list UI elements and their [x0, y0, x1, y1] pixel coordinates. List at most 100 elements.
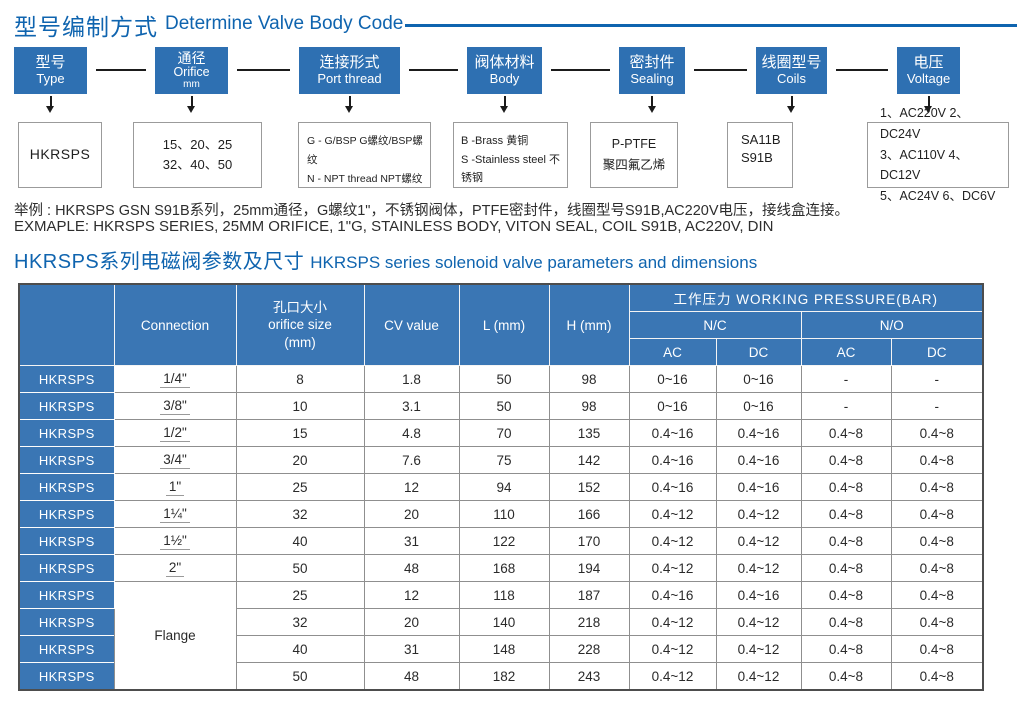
- orifice-cell: 8: [235, 365, 365, 393]
- header-row-3: AC DC AC DC: [19, 338, 984, 366]
- l-cell: 118: [458, 581, 550, 609]
- orifice-cell: 32: [235, 608, 365, 636]
- nc-ac-cell: 0.4~16: [628, 419, 717, 447]
- example-line-zh: 举例 : HKRSPS GSN S91B系列，25mm通径，G螺纹1"，不锈钢阀…: [14, 203, 849, 219]
- l-cell: 75: [458, 446, 550, 474]
- no-ac-cell: 0.4~8: [800, 446, 892, 474]
- model-cell: HKRSPS: [18, 527, 115, 555]
- no-ac-cell: 0.4~8: [800, 635, 892, 663]
- h-cell: 243: [548, 662, 630, 691]
- connector-line: [237, 69, 290, 71]
- nc-ac-cell: 0.4~12: [628, 635, 717, 663]
- section1-title-en: Determine Valve Body Code: [165, 13, 404, 34]
- model-cell: HKRSPS: [18, 581, 115, 609]
- model-cell: HKRSPS: [18, 473, 115, 501]
- connection-value: 1½": [160, 533, 190, 550]
- no-dc-cell: 0.4~8: [890, 581, 984, 609]
- no-ac-header: AC: [800, 338, 892, 366]
- nc-dc-cell: 0.4~12: [715, 608, 802, 636]
- h-cell: 228: [548, 635, 630, 663]
- l-cell: 148: [458, 635, 550, 663]
- section1-title-zh: 型号编制方式: [14, 14, 158, 40]
- down-arrow-icon: [647, 96, 656, 113]
- segment-voltage-label-line: 电压: [913, 53, 944, 71]
- h-cell: 135: [548, 419, 630, 447]
- l-cell: 182: [458, 662, 550, 691]
- segment-body-label-box: 阀体材料 Body: [467, 47, 542, 94]
- h-cell: 98: [548, 392, 630, 420]
- header-row-1: Connection 孔口大小 orifice size (mm) CV val…: [18, 283, 984, 366]
- orifice-cell: 15: [235, 419, 365, 447]
- down-arrow-icon: [500, 96, 508, 113]
- h-cell: 218: [548, 608, 630, 636]
- cv-cell: 31: [363, 635, 460, 663]
- connection-header: Connection: [113, 283, 237, 366]
- segment-port-thread-label-box: 连接形式 Port thread: [299, 47, 400, 94]
- segment-body-code-line: S -Stainless steel 不锈钢: [461, 153, 561, 185]
- nc-ac-cell: 0.4~16: [628, 446, 717, 474]
- l-cell: 50: [458, 365, 550, 393]
- segment-port-thread-code-line: G - G/BSP G螺纹/BSP螺纹: [307, 135, 423, 166]
- nc-header: N/C: [628, 311, 802, 339]
- h-header: H (mm): [548, 283, 630, 366]
- nc-ac-header: AC: [628, 338, 717, 366]
- nc-dc-cell: 0~16: [715, 392, 802, 420]
- nc-ac-cell: 0.4~12: [628, 527, 717, 555]
- table-row: HKRSPS 3/8" 10 3.1 50 98 0~16 0~16- -: [18, 392, 984, 420]
- valve-code-diagram: 型号 Type HKRSPS 通径 Orifice mm 15、20、25 32、40、50 连…: [0, 0, 1020, 203]
- nc-ac-cell: 0.4~12: [628, 662, 717, 691]
- model-cell: HKRSPS: [18, 662, 115, 691]
- table-row: HKRSPS 32 20 140 218 0.4~12 0.4~12 0.4~8 0.4~8: [18, 608, 984, 636]
- no-dc-cell: 0.4~8: [890, 554, 984, 582]
- orifice-cell: 20: [235, 446, 365, 474]
- model-cell: HKRSPS: [18, 392, 115, 420]
- l-cell: 94: [458, 473, 550, 501]
- segment-orifice-code-line: 32、40、50: [162, 157, 233, 172]
- connector-line: [694, 69, 747, 71]
- segment-voltage-code-box: 1、AC220V 2、DC24V 3、AC110V 4、DC12V 5、AC24V …: [867, 106, 1009, 203]
- nc-dc-header: DC: [715, 338, 802, 366]
- no-ac-cell: 0.4~8: [800, 527, 892, 555]
- cv-header: CV value: [363, 283, 460, 366]
- orifice-cell: 10: [235, 392, 365, 420]
- h-cell: 194: [548, 554, 630, 582]
- example-line-en: EXMAPLE: HKRSPS SERIES, 25MM ORIFICE, 1"…: [14, 218, 774, 235]
- nc-dc-cell: 0~16: [715, 365, 802, 393]
- segment-type-code-box: HKRSPS: [18, 122, 102, 188]
- h-cell: 166: [548, 500, 630, 528]
- no-ac-cell: 0.4~8: [800, 500, 892, 528]
- segment-sealing-label-line: Sealing: [630, 71, 674, 87]
- nc-ac-cell: 0.4~12: [628, 608, 717, 636]
- nc-ac-cell: 0.4~12: [628, 554, 717, 582]
- connection-value: 1": [165, 479, 185, 496]
- title-rule: [405, 24, 1017, 27]
- l-cell: 70: [458, 419, 550, 447]
- cv-cell: 1.8: [363, 365, 460, 393]
- l-cell: 110: [458, 500, 550, 528]
- cv-cell: 3.1: [363, 392, 460, 420]
- orifice-header-unit: (mm): [284, 334, 316, 350]
- segment-port-thread-code-box: G - G/BSP G螺纹/BSP螺纹 N - NPT thread NPT螺纹: [298, 122, 431, 188]
- segment-orifice-label-line: Orifice: [173, 65, 210, 80]
- connection-value: 1/4": [160, 371, 190, 388]
- connection-cell: 3/4": [113, 446, 237, 474]
- segment-type-label-box: 型号 Type: [14, 47, 87, 94]
- h-cell: 142: [548, 446, 630, 474]
- table-row: HKRSPS 1/4" 8 1.8 50 98 0~16 0~16- -: [18, 365, 984, 393]
- model-cell: HKRSPS: [18, 500, 115, 528]
- model-cell: HKRSPS: [18, 608, 115, 636]
- table-row: HKRSPS 1½" 40 31 122 170 0.4~12 0.4~12 0.4~8 0.4~…: [18, 527, 984, 555]
- table-row: HKRSPS 50 48 182 243 0.4~12 0.4~12 0.4~8 0.4~8: [18, 662, 984, 691]
- no-ac-cell: 0.4~8: [800, 608, 892, 636]
- no-dc-header: DC: [890, 338, 984, 366]
- no-ac-cell: 0.4~8: [800, 554, 892, 582]
- connection-value: 2": [165, 560, 185, 577]
- orifice-cell: 25: [235, 473, 365, 501]
- segment-port-thread-label-line: Port thread: [317, 71, 382, 87]
- header-row-2: N/C N/O: [19, 311, 984, 339]
- connector-line: [836, 69, 888, 71]
- segment-voltage-label-line: Voltage: [906, 71, 951, 87]
- orifice-cell: 40: [235, 527, 365, 555]
- orifice-header-zh: 孔口大小: [273, 299, 327, 315]
- orifice-cell: 25: [235, 581, 365, 609]
